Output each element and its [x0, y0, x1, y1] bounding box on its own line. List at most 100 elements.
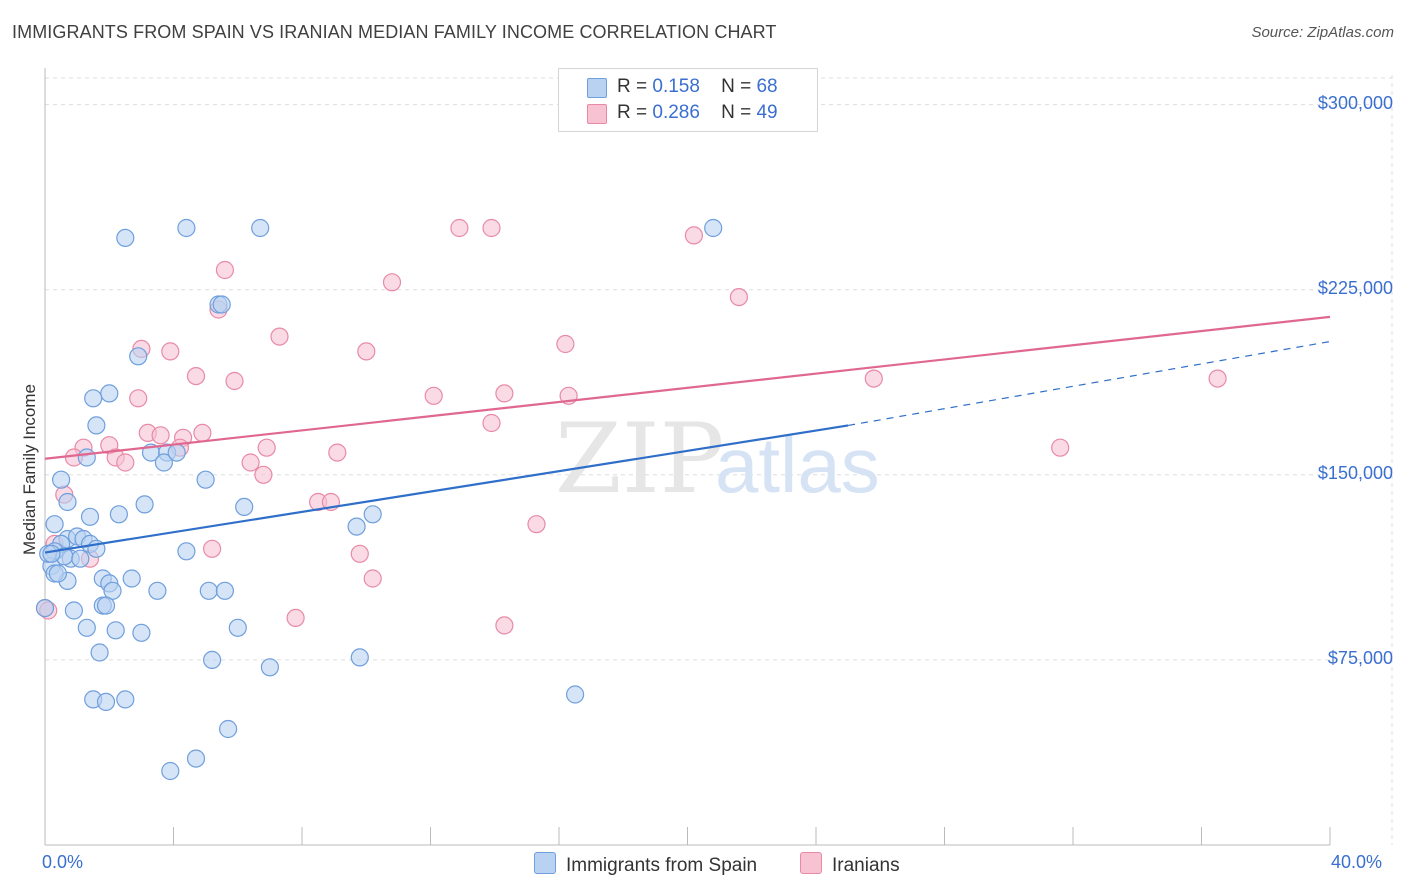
- spain-point: [565, 685, 585, 704]
- spain-point: [77, 618, 96, 637]
- spain-point: [347, 517, 366, 536]
- iranian-point: [424, 386, 443, 405]
- spain-point: [350, 648, 369, 667]
- spain-point: [154, 453, 173, 472]
- legend-n-label: N =: [721, 102, 752, 123]
- bottom-legend-label-iranians: Iranians: [832, 855, 900, 876]
- y-tick-label: $225,000: [1317, 277, 1393, 298]
- iranian-point: [527, 515, 546, 534]
- spain-point: [161, 761, 180, 781]
- axes: [44, 68, 1331, 846]
- spain-point: [235, 497, 254, 516]
- spain-point: [64, 601, 84, 620]
- bottom-legend-spain: Immigrants from Spain: [534, 852, 757, 877]
- iranian-point: [116, 453, 135, 472]
- series-spain-points: [35, 218, 723, 781]
- spain-point: [203, 650, 222, 670]
- iranian-point: [193, 423, 212, 442]
- y-tick-label: $75,000: [1327, 647, 1393, 668]
- iranian-point: [254, 465, 273, 484]
- watermark: ZIP atlas: [555, 403, 880, 515]
- legend-r-label: R =: [617, 102, 648, 123]
- y-tick-label: $150,000: [1317, 462, 1393, 483]
- iranian-point: [161, 342, 180, 361]
- chart-title: IMMIGRANTS FROM SPAIN VS IRANIAN MEDIAN …: [12, 22, 777, 42]
- spain-point: [116, 690, 135, 709]
- spain-point: [215, 581, 234, 600]
- legend-n-value-spain: 68: [756, 76, 778, 97]
- iranian-point: [328, 443, 347, 462]
- x-tick-label-max: 40.0%: [1331, 852, 1383, 872]
- spain-point: [77, 448, 96, 467]
- spain-point: [42, 544, 61, 563]
- spain-point: [704, 218, 723, 238]
- trend-line-iranians: [44, 315, 1331, 460]
- spain-point: [96, 596, 116, 615]
- spain-point: [177, 542, 196, 561]
- iranian-point: [556, 334, 575, 354]
- trend-line-spain: [44, 424, 849, 554]
- legend-n-value-iranians: 49: [756, 102, 778, 123]
- iranian-point: [270, 327, 289, 346]
- spain-point: [228, 618, 247, 637]
- spain-point: [80, 507, 100, 526]
- spain-point: [45, 515, 64, 534]
- spain-point: [260, 658, 279, 677]
- correlation-legend: R = 0.158 N = 68 R = 0.286 N = 49: [558, 68, 818, 132]
- iranian-point: [495, 616, 514, 635]
- spain-point: [116, 228, 135, 247]
- y-tick-label: $300,000: [1317, 92, 1393, 113]
- iranian-point: [186, 367, 206, 386]
- bottom-legend-swatch-iranians: [800, 852, 822, 874]
- iranian-point: [241, 453, 260, 472]
- spain-point: [84, 389, 103, 408]
- spain-point: [48, 564, 68, 583]
- iranian-point: [129, 389, 148, 408]
- iranian-point: [357, 342, 376, 361]
- spain-point: [167, 443, 186, 462]
- spain-point: [106, 621, 125, 640]
- iranian-point: [1051, 438, 1070, 457]
- spain-point: [177, 218, 196, 238]
- spain-point: [35, 598, 55, 618]
- spain-point: [219, 719, 238, 739]
- iranian-point: [225, 371, 244, 391]
- trend-line-spain-extension: [848, 340, 1331, 427]
- legend-swatch-spain: [587, 78, 607, 98]
- iranian-point: [151, 426, 170, 445]
- spain-point: [90, 643, 109, 662]
- bottom-legend-swatch-spain: [534, 852, 556, 874]
- iranian-point: [450, 218, 469, 238]
- trend-lines: [44, 315, 1331, 554]
- bottom-legend-label-spain: Immigrants from Spain: [566, 855, 758, 876]
- chart-source: Source: ZipAtlas.com: [1251, 24, 1394, 41]
- spain-point: [363, 505, 382, 524]
- iranian-point: [363, 569, 382, 588]
- spain-point: [122, 569, 141, 588]
- iranian-point: [203, 539, 222, 558]
- spain-point: [87, 416, 106, 435]
- x-tick-label-min: 0.0%: [42, 852, 84, 872]
- spain-point: [129, 347, 148, 366]
- legend-r-label: R =: [617, 76, 648, 97]
- spain-point: [58, 492, 77, 512]
- spain-point: [132, 623, 151, 642]
- iranian-point: [482, 413, 501, 433]
- spain-point: [51, 470, 71, 489]
- spain-point: [148, 581, 167, 600]
- iranian-point: [286, 608, 305, 628]
- watermark-atlas: atlas: [715, 421, 880, 509]
- spain-point: [135, 495, 154, 514]
- spain-point: [199, 581, 218, 600]
- bottom-legend-iranians: Iranians: [800, 852, 900, 877]
- iranian-point: [684, 226, 704, 245]
- iranian-point: [382, 273, 402, 292]
- spain-point: [251, 218, 270, 238]
- spain-point: [100, 384, 119, 403]
- legend-r-value-iranians: 0.286: [652, 102, 700, 123]
- iranian-point: [482, 218, 501, 238]
- spain-point: [186, 749, 206, 768]
- legend-n-label: N =: [721, 76, 752, 97]
- spain-point: [196, 470, 215, 489]
